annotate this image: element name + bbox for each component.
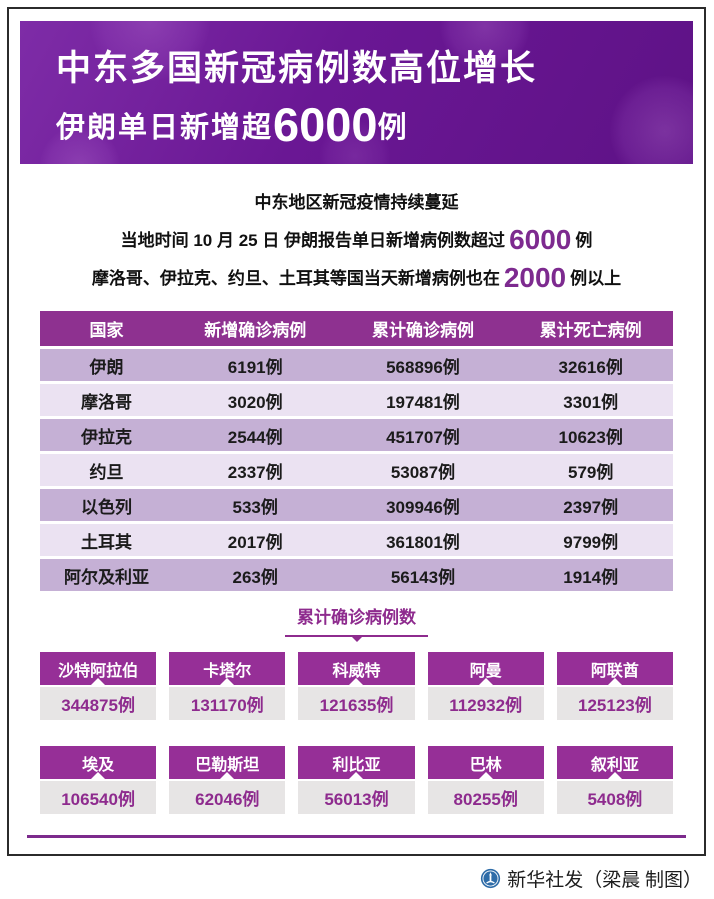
table-row: 以色列 533例 309946例 2397例 xyxy=(40,489,673,521)
table-row: 阿尔及利亚 263例 56143例 1914例 xyxy=(40,559,673,591)
cell-total-cases: 309946例 xyxy=(386,497,460,517)
cumulative-label-wrap: 累计确诊病例数 xyxy=(9,603,704,637)
intro-line-3: 摩洛哥、伊拉克、约旦、土耳其等国当天新增病例也在 2000 例以上 xyxy=(9,259,704,297)
country-card: 叙利亚 5408例 xyxy=(556,746,673,814)
country-card-value: 106540例 xyxy=(40,781,157,814)
country-card: 利比亚 56013例 xyxy=(298,746,415,814)
bottom-divider xyxy=(27,835,686,838)
cell-country: 伊朗 xyxy=(89,357,124,377)
intro-line-2: 当地时间 10 月 25 日 伊朗报告单日新增病例数超过 6000 例 xyxy=(9,221,704,259)
country-card-value: 80255例 xyxy=(427,781,544,814)
cumulative-cards-grid: 沙特阿拉伯 344875例 卡塔尔 131170例 科威特 121635例 阿曼… xyxy=(40,652,673,814)
intro-line-3-text: 摩洛哥、伊拉克、约旦、土耳其等国当天新增病例也在 xyxy=(91,269,500,288)
cases-table: 国家 新增确诊病例 累计确诊病例 累计死亡病例 伊朗 6191例 568896例… xyxy=(40,311,673,591)
country-card: 沙特阿拉伯 344875例 xyxy=(40,652,157,720)
cell-deaths: 579例 xyxy=(568,462,614,482)
country-card-value: 131170例 xyxy=(169,687,286,720)
country-card-name: 叙利亚 xyxy=(556,746,673,779)
country-card: 卡塔尔 131170例 xyxy=(169,652,286,720)
intro-line-3-number: 2000 xyxy=(503,262,567,293)
cell-total-cases: 53087例 xyxy=(390,462,456,482)
intro-line-1: 中东地区新冠疫情持续蔓延 xyxy=(254,193,459,212)
country-card-name: 阿联酋 xyxy=(556,652,673,685)
subtitle-unit: 例 xyxy=(377,111,409,144)
header-banner: 中东多国新冠病例数高位增长 伊朗单日新增超6000例 xyxy=(20,21,693,164)
cell-new-cases: 2544例 xyxy=(227,427,283,447)
cell-country: 约旦 xyxy=(89,462,124,482)
table-header-row: 国家 新增确诊病例 累计确诊病例 累计死亡病例 xyxy=(40,311,673,346)
column-header-total-cases: 累计确诊病例 xyxy=(371,321,474,340)
cell-new-cases: 263例 xyxy=(232,567,278,587)
subtitle-text: 伊朗单日新增超 xyxy=(56,111,274,144)
cell-total-cases: 568896例 xyxy=(386,357,460,377)
content-frame: 中东多国新冠病例数高位增长 伊朗单日新增超6000例 中东地区新冠疫情持续蔓延 … xyxy=(7,7,706,856)
cell-new-cases: 2017例 xyxy=(227,532,283,552)
cell-total-cases: 361801例 xyxy=(386,532,460,552)
subtitle-number: 6000 xyxy=(273,97,378,151)
country-card: 阿联酋 125123例 xyxy=(556,652,673,720)
column-header-new-cases: 新增确诊病例 xyxy=(204,321,307,340)
page-subtitle: 伊朗单日新增超6000例 xyxy=(56,97,693,152)
cumulative-section-label: 累计确诊病例数 xyxy=(285,603,428,637)
country-card-name: 巴勒斯坦 xyxy=(169,746,286,779)
column-header-deaths: 累计死亡病例 xyxy=(539,321,642,340)
cell-deaths: 3301例 xyxy=(563,392,619,412)
table-row: 约旦 2337例 53087例 579例 xyxy=(40,454,673,486)
cell-new-cases: 3020例 xyxy=(227,392,283,412)
country-card-value: 62046例 xyxy=(169,781,286,814)
cell-country: 伊拉克 xyxy=(80,427,132,447)
country-card-value: 56013例 xyxy=(298,781,415,814)
table-row: 伊拉克 2544例 451707例 10623例 xyxy=(40,419,673,451)
cell-country: 土耳其 xyxy=(80,532,132,552)
column-header-country: 国家 xyxy=(89,321,124,340)
country-card: 埃及 106540例 xyxy=(40,746,157,814)
cell-deaths: 9799例 xyxy=(563,532,619,552)
cell-deaths: 2397例 xyxy=(563,497,619,517)
country-card-name: 巴林 xyxy=(427,746,544,779)
cell-new-cases: 533例 xyxy=(232,497,278,517)
intro-line-2-unit: 例 xyxy=(575,231,593,250)
table-row: 土耳其 2017例 361801例 9799例 xyxy=(40,524,673,556)
country-card-value: 121635例 xyxy=(298,687,415,720)
table-row: 摩洛哥 3020例 197481例 3301例 xyxy=(40,384,673,416)
cell-new-cases: 2337例 xyxy=(227,462,283,482)
xinhua-logo-icon xyxy=(481,868,501,889)
credit-text: 新华社发（梁晨 制图） xyxy=(507,870,702,891)
cell-total-cases: 451707例 xyxy=(386,427,460,447)
table-row: 伊朗 6191例 568896例 32616例 xyxy=(40,349,673,381)
cell-country: 阿尔及利亚 xyxy=(63,567,149,587)
country-card-name: 沙特阿拉伯 xyxy=(40,652,157,685)
country-card-name: 阿曼 xyxy=(427,652,544,685)
intro-section: 中东地区新冠疫情持续蔓延 当地时间 10 月 25 日 伊朗报告单日新增病例数超… xyxy=(9,184,704,297)
cell-total-cases: 197481例 xyxy=(386,392,460,412)
country-card-value: 5408例 xyxy=(556,781,673,814)
table-body: 伊朗 6191例 568896例 32616例 摩洛哥 3020例 197481… xyxy=(40,349,673,591)
page-title: 中东多国新冠病例数高位增长 xyxy=(56,49,538,88)
country-card: 阿曼 112932例 xyxy=(427,652,544,720)
country-card-name: 科威特 xyxy=(298,652,415,685)
footer-credit: 新华社发（梁晨 制图） xyxy=(480,865,702,892)
country-card: 科威特 121635例 xyxy=(298,652,415,720)
cell-new-cases: 6191例 xyxy=(227,357,283,377)
cell-deaths: 10623例 xyxy=(558,427,623,447)
cell-total-cases: 56143例 xyxy=(390,567,456,587)
intro-line-3-unit: 例以上 xyxy=(570,269,622,288)
country-card-name: 埃及 xyxy=(40,746,157,779)
intro-line-2-text: 当地时间 10 月 25 日 伊朗报告单日新增病例数超过 xyxy=(120,231,506,250)
cell-deaths: 32616例 xyxy=(558,357,623,377)
cell-country: 以色列 xyxy=(80,497,132,517)
country-card: 巴勒斯坦 62046例 xyxy=(169,746,286,814)
country-card-name: 利比亚 xyxy=(298,746,415,779)
country-card-value: 125123例 xyxy=(556,687,673,720)
cell-country: 摩洛哥 xyxy=(80,392,132,412)
country-card-name: 卡塔尔 xyxy=(169,652,286,685)
country-card-value: 112932例 xyxy=(427,687,544,720)
country-card-value: 344875例 xyxy=(40,687,157,720)
cell-deaths: 1914例 xyxy=(563,567,619,587)
country-card: 巴林 80255例 xyxy=(427,746,544,814)
intro-line-2-number: 6000 xyxy=(509,224,572,255)
